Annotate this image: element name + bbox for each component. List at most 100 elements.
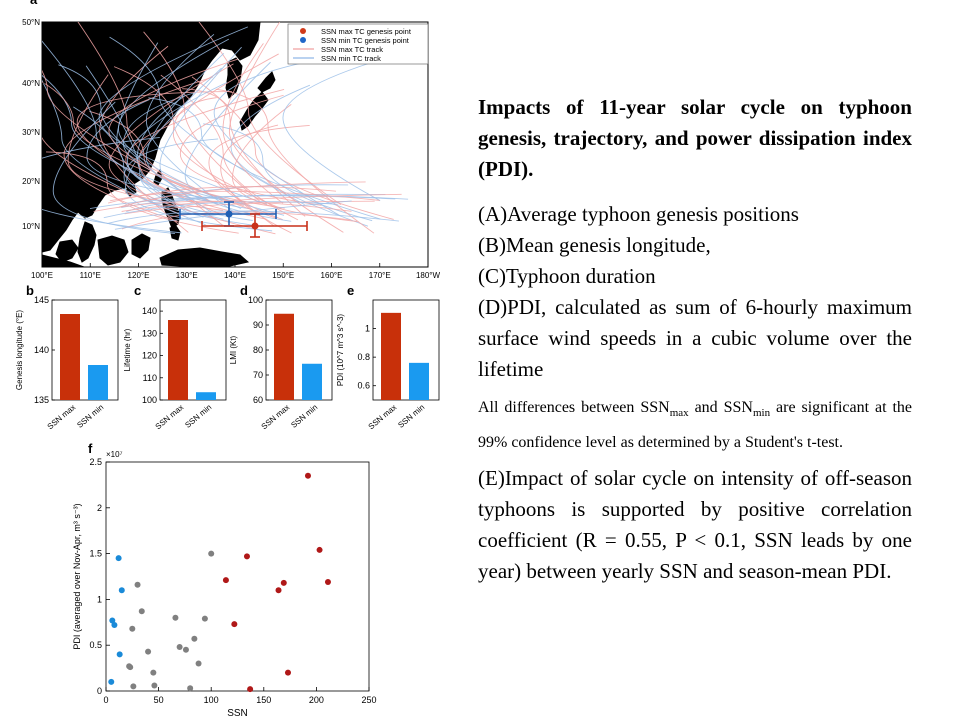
land-polygon bbox=[159, 247, 250, 267]
ssn-min-track bbox=[213, 62, 341, 217]
scatter-point bbox=[150, 669, 157, 676]
scatter-point bbox=[304, 472, 311, 479]
legend-max-track-label: SSN max TC track bbox=[321, 45, 383, 54]
legend-min-point-label: SSN min TC genesis point bbox=[321, 36, 410, 45]
ssn-max-track bbox=[198, 22, 342, 205]
ssn-min-track bbox=[230, 84, 369, 227]
land-polygon bbox=[55, 239, 79, 263]
scatter-xtick-label: 0 bbox=[103, 695, 108, 705]
ssn-max-track bbox=[215, 88, 375, 234]
scatter-point bbox=[129, 625, 136, 632]
lat-tick-label: 10°N bbox=[22, 222, 40, 231]
scatter-xtick-label: 200 bbox=[309, 695, 324, 705]
item-e: (E)Impact of solar cycle on intensity of… bbox=[478, 466, 912, 584]
ssn-min-track bbox=[126, 195, 409, 213]
significance-note: All differences between SSNmax and SSNmi… bbox=[478, 399, 913, 452]
scatter-point bbox=[191, 635, 198, 642]
legend-max-point-label: SSN max TC genesis point bbox=[321, 27, 412, 36]
item-b: (B)Mean genesis longitude, bbox=[478, 233, 711, 257]
bar-category-label: SSN max bbox=[260, 403, 292, 432]
lon-tick-label: 150°E bbox=[272, 271, 294, 280]
bar-category-label: SSN min bbox=[289, 403, 319, 430]
ssn-min-track bbox=[125, 67, 273, 232]
bar-ytick-label: 110 bbox=[143, 373, 157, 383]
scatter-point bbox=[275, 587, 282, 594]
scatter-xtick-label: 250 bbox=[361, 695, 376, 705]
scatter-point bbox=[324, 578, 331, 585]
item-c: (C)Typhoon duration bbox=[478, 264, 656, 288]
item-d: (D)PDI, calculated as sum of 6-hourly ma… bbox=[478, 295, 912, 381]
land-polygon bbox=[97, 235, 129, 266]
lat-tick-label: 40°N bbox=[22, 79, 40, 88]
ssn-min-track bbox=[117, 38, 242, 209]
bar-ytick-label: 100 bbox=[142, 395, 157, 405]
land-polygon bbox=[169, 225, 181, 241]
bar-ssn-max bbox=[274, 313, 294, 400]
bar-ytick-label: 140 bbox=[34, 345, 49, 355]
bar-ytick-label: 0.6 bbox=[357, 381, 370, 391]
ssn-max-track bbox=[118, 181, 366, 208]
scatter-point bbox=[176, 644, 183, 651]
ssn-max-track bbox=[160, 74, 299, 221]
bar-ytick-label: 100 bbox=[248, 295, 263, 305]
lat-tick-label: 30°N bbox=[22, 128, 40, 137]
scatter-point bbox=[138, 608, 145, 615]
bar-category-label: SSN min bbox=[396, 403, 426, 430]
scatter-point bbox=[151, 682, 158, 689]
bar-ytick-label: 120 bbox=[142, 351, 157, 361]
ssn-min-track bbox=[103, 201, 339, 219]
ssn-min-track bbox=[42, 74, 219, 206]
scatter-panel: f ×10⁷ 2.5 2 1.5 1 0.5 00 50 100 150 200 250 SSN PDI (… bbox=[72, 441, 377, 719]
scatter-point bbox=[195, 660, 202, 667]
scatter-point bbox=[145, 648, 152, 655]
scatter-point bbox=[316, 546, 323, 553]
bar-panel-label: d bbox=[240, 285, 248, 298]
land-polygon bbox=[257, 71, 276, 93]
ssn-max-track bbox=[46, 151, 239, 234]
bar-ytick-label: 80 bbox=[253, 345, 263, 355]
bar-category-label: SSN min bbox=[183, 403, 213, 430]
scatter-xtick-label: 150 bbox=[256, 695, 271, 705]
ssn-min-track bbox=[282, 53, 399, 202]
ssn-max-track bbox=[172, 97, 282, 210]
scatter-xtick-label: 100 bbox=[204, 695, 219, 705]
lon-tick-label: 110°E bbox=[80, 271, 101, 280]
ssn-min-track bbox=[145, 33, 235, 213]
land-polygon bbox=[77, 221, 97, 263]
ssn-max-track bbox=[121, 211, 351, 230]
scatter-ylabel: PDI (averaged over Nov-Apr, m³ s⁻³) bbox=[72, 503, 82, 649]
bar-category-label: SSN min bbox=[75, 403, 105, 430]
scatter-point bbox=[231, 621, 238, 628]
ssn-max-track bbox=[42, 136, 182, 215]
land-polygon bbox=[131, 233, 151, 259]
bar-ylabel: PDI (10^7 m^3 s^-3) bbox=[336, 314, 345, 387]
bar-ssn-max bbox=[60, 314, 80, 400]
scatter-multiplier: ×10⁷ bbox=[106, 450, 123, 459]
ssn-max-track bbox=[121, 193, 402, 212]
bar-ytick-label: 70 bbox=[253, 370, 263, 380]
scatter-point bbox=[115, 555, 122, 562]
ssn-max-genesis-point bbox=[201, 213, 308, 238]
latitude-ticks: 50°N 40°N 30°N 20°N 10°N bbox=[22, 18, 46, 231]
scatter-point bbox=[201, 615, 208, 622]
scatter-point bbox=[243, 553, 250, 560]
scatter-ytick-label: 1 bbox=[97, 594, 102, 604]
scatter-ytick-label: 0 bbox=[97, 686, 102, 696]
ssn-max-track bbox=[108, 63, 276, 235]
ssn-min-track bbox=[42, 136, 182, 234]
bar-category-label: SSN max bbox=[154, 403, 186, 432]
bar-ytick-label: 60 bbox=[253, 395, 263, 405]
legend-min-dot bbox=[300, 37, 306, 43]
bar-ytick-label: 135 bbox=[34, 395, 49, 405]
scatter-point bbox=[172, 614, 179, 621]
ssn-min-track bbox=[86, 99, 253, 204]
bar-ylabel: Genesis longitude (°E) bbox=[15, 310, 24, 390]
bar-ssn-max bbox=[168, 320, 188, 400]
bar-ytick-label: 130 bbox=[142, 328, 157, 338]
lon-tick-label: 130°E bbox=[176, 271, 198, 280]
